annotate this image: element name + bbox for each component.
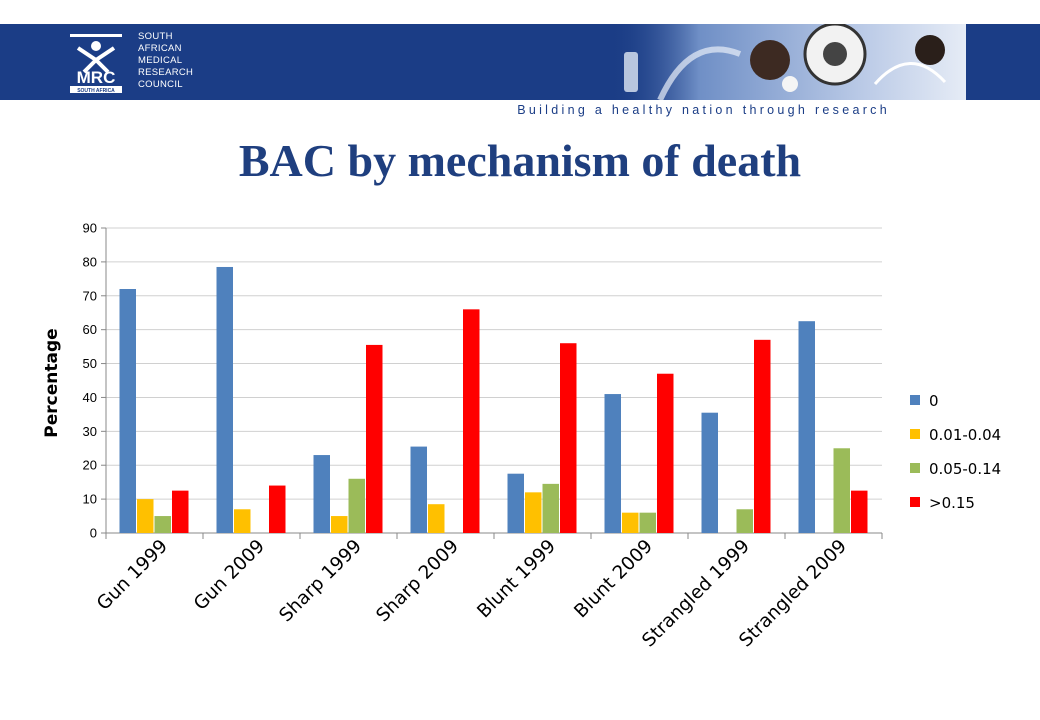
x-tick-label: Blunt 1999 [473,536,560,623]
bar [851,490,868,533]
bar [313,455,330,533]
bar [410,446,427,533]
org-name: SOUTH AFRICAN MEDICAL RESEARCH COUNCIL [138,31,193,91]
bar [463,309,480,533]
org-name-line: RESEARCH [138,67,194,78]
legend-swatch [910,463,920,473]
org-name-line: MEDICAL [138,55,183,66]
bar [172,490,189,533]
x-tick-label: Sharp 1999 [275,536,366,627]
bar [560,343,577,533]
org-name-line: AFRICAN [138,43,182,54]
mrc-logo: MRC SOUTH AFRICA [70,34,122,94]
bar [137,499,154,533]
bar [833,448,850,533]
slide-center-icon [823,42,847,66]
logo-figure-icon [76,46,116,74]
legend-label: 0.01-0.04 [929,426,1001,444]
legend-swatch [910,497,920,507]
researcher-photo-icon [915,35,945,65]
vial-icon [624,52,638,92]
y-tick-label: 0 [90,526,97,541]
bars [119,266,868,533]
y-tick-label: 80 [83,254,97,269]
y-tick-label: 20 [83,458,97,473]
bar [154,516,171,533]
x-tick-label: Gun 1999 [93,536,172,615]
flower-icon [782,76,798,92]
bar [754,339,771,533]
logo-subtext-bar [70,86,122,93]
y-tick-label: 60 [83,322,97,337]
bar [657,373,674,533]
bar [507,473,524,533]
bar [525,492,542,533]
bar [798,321,815,533]
legend-swatch [910,395,920,405]
tagline: Building a healthy nation through resear… [517,103,890,117]
petri-dish-icon [873,62,947,85]
y-tick-label: 10 [83,492,97,507]
y-axis-label: Percentage [42,328,62,437]
arch-icon [657,46,742,100]
y-tick-labels: 0 10 20 30 40 50 60 70 80 90 [83,221,97,541]
x-tick-label: Sharp 2009 [372,536,463,627]
legend: 0 0.01-0.04 0.05-0.14 >0.15 [910,392,1001,512]
org-name-line: SOUTH [138,31,173,42]
bar [216,266,233,533]
slide-title: BAC by mechanism of death [238,135,802,186]
bar [736,509,753,533]
bar [366,344,383,533]
legend-label: 0.05-0.14 [929,460,1001,478]
bar [348,478,365,533]
bar [639,512,656,533]
bar [234,509,251,533]
y-tick-label: 40 [83,390,97,405]
bar [119,289,136,533]
bar [269,485,286,533]
bar [622,512,639,533]
logo-subtext: SOUTH AFRICA [77,88,115,94]
legend-label: 0 [929,392,939,410]
gridlines [101,227,882,534]
y-tick-label: 30 [83,424,97,439]
bar [542,483,559,533]
logo-top-bar [70,34,122,37]
bar [604,394,621,533]
x-tick-label: Blunt 2009 [570,536,657,623]
research-photo-collage [610,24,966,100]
legend-swatch [910,429,920,439]
x-tick-labels: Gun 1999 Gun 2009 Sharp 1999 Sharp 2009 Blun… [93,536,851,652]
bar [331,516,348,533]
x-tick-label: Strangled 2009 [735,536,851,652]
person-photo-icon [750,40,790,80]
org-name-line: COUNCIL [138,79,183,90]
logo-text: MRC [77,68,116,87]
x-tick-label: Gun 2009 [190,536,269,615]
y-tick-label: 70 [83,288,97,303]
legend-label: >0.15 [929,494,975,512]
bar [428,504,445,533]
header-banner: MRC SOUTH AFRICA SOUTH AFRICAN MEDICAL R… [0,24,1040,100]
y-tick-label: 50 [83,356,97,371]
logo-figure-head [91,41,101,51]
y-tick-label: 90 [83,221,97,236]
bar [701,412,718,533]
